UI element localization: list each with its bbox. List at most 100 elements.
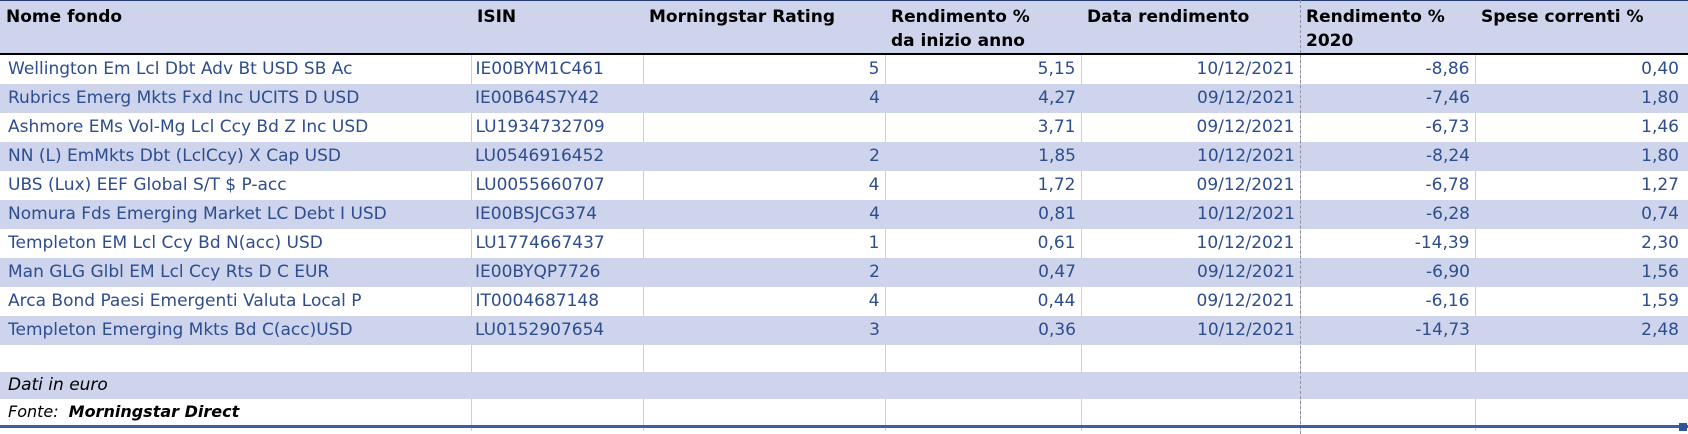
cell-return-2020[interactable]: -6,73	[1300, 113, 1476, 142]
cell-ytd-return[interactable]: 0,36	[885, 316, 1081, 345]
cell-isin[interactable]: IT0004687148	[471, 287, 644, 316]
cell-isin[interactable]: LU0055660707	[471, 171, 644, 200]
cell-return-date[interactable]: 09/12/2021	[1081, 113, 1301, 142]
cell-return-date[interactable]: 09/12/2021	[1081, 171, 1301, 200]
cell-ytd-return[interactable]: 0,61	[885, 229, 1082, 258]
empty-cell[interactable]	[885, 425, 1082, 431]
empty-cell[interactable]	[643, 345, 886, 372]
cell-rating[interactable]: 4	[643, 200, 885, 229]
cell-isin[interactable]: LU1934732709	[471, 113, 644, 142]
empty-cell[interactable]	[885, 345, 1082, 372]
cell-rating[interactable]: 2	[643, 142, 885, 171]
cell-return-2020[interactable]: -6,28	[1300, 200, 1475, 229]
cell-rating[interactable]: 1	[643, 229, 886, 258]
cell-return-2020[interactable]: -8,86	[1300, 54, 1476, 84]
cell-isin[interactable]: LU0546916452	[471, 142, 643, 171]
cell-return-date[interactable]: 10/12/2021	[1081, 316, 1300, 345]
cell-return-2020[interactable]: -14,39	[1300, 229, 1476, 258]
cell-rating[interactable]: 4	[643, 287, 886, 316]
cell-isin[interactable]: LU1774667437	[471, 229, 644, 258]
empty-cell[interactable]	[1081, 425, 1301, 431]
cell-ytd-return[interactable]: 0,44	[885, 287, 1082, 316]
cell-return-date[interactable]: 10/12/2021	[1081, 54, 1301, 84]
bottom-strip-row	[0, 425, 1688, 431]
empty-cell[interactable]	[471, 345, 644, 372]
cell-ongoing-fees[interactable]: 1,27	[1641, 175, 1679, 195]
empty-cell[interactable]	[1300, 345, 1476, 372]
column-header-isin[interactable]: ISIN	[471, 0, 643, 55]
cell-fund-name[interactable]: Templeton EM Lcl Ccy Bd N(acc) USD	[0, 229, 472, 258]
empty-cell[interactable]	[885, 399, 1082, 425]
cell-fund-name[interactable]: Ashmore EMs Vol-Mg Lcl Ccy Bd Z Inc USD	[0, 113, 472, 142]
cell-return-date[interactable]: 10/12/2021	[1081, 200, 1300, 229]
cell-rating[interactable]: 5	[643, 54, 886, 84]
cell-ytd-return[interactable]: 0,81	[885, 200, 1081, 229]
cell-ytd-return[interactable]: 1,72	[885, 171, 1082, 200]
column-header-name[interactable]: Nome fondo	[0, 0, 471, 55]
empty-cell[interactable]	[1300, 399, 1476, 425]
cell-isin[interactable]: IE00BYQP7726	[471, 258, 643, 287]
cell-isin[interactable]: IE00BSJCG374	[471, 200, 643, 229]
fill-handle[interactable]	[1679, 423, 1687, 431]
cell-ongoing-fees[interactable]: 0,74	[1475, 200, 1688, 229]
cell-rating[interactable]: 3	[643, 316, 885, 345]
cell-ytd-return[interactable]: 3,71	[885, 113, 1082, 142]
cell-fund-name[interactable]: UBS (Lux) EEF Global S/T $ P-acc	[0, 171, 472, 200]
cell-fund-name[interactable]: Arca Bond Paesi Emergenti Valuta Local P	[0, 287, 472, 316]
cell-return-date[interactable]: 10/12/2021	[1081, 229, 1301, 258]
empty-cell[interactable]	[0, 425, 472, 431]
cell-ongoing-fees[interactable]: 0,40	[1641, 59, 1679, 79]
empty-cell[interactable]	[471, 399, 644, 425]
empty-cell[interactable]	[471, 425, 644, 431]
cell-ongoing-fees[interactable]: 2,48	[1475, 316, 1688, 345]
empty-cell[interactable]	[643, 425, 886, 431]
cell-rating[interactable]	[643, 113, 886, 142]
cell-rating[interactable]: 4	[643, 171, 886, 200]
empty-cell[interactable]	[1475, 399, 1688, 425]
cell-rating[interactable]: 4	[643, 84, 885, 113]
cell-ongoing-fees[interactable]: 1,56	[1475, 258, 1688, 287]
cell-ongoing-fees[interactable]: 1,46	[1641, 117, 1679, 137]
cell-return-date[interactable]: 09/12/2021	[1081, 287, 1301, 316]
cell-fund-name[interactable]: NN (L) EmMkts Dbt (LclCcy) X Cap USD	[0, 142, 471, 171]
cell-fund-name[interactable]: Wellington Em Lcl Dbt Adv Bt USD SB Ac	[0, 54, 472, 84]
cell-ytd-return[interactable]: 1,85	[885, 142, 1081, 171]
cell-fund-name[interactable]: Templeton Emerging Mkts Bd C(acc)USD	[0, 316, 471, 345]
column-header-r2020[interactable]: Rendimento % 2020	[1300, 0, 1475, 55]
empty-cell[interactable]	[1081, 345, 1301, 372]
cell-isin[interactable]: LU0152907654	[471, 316, 643, 345]
column-header-fees[interactable]: Spese correnti %	[1475, 0, 1688, 55]
cell-ongoing-fees[interactable]: 1,80	[1475, 84, 1688, 113]
cell-return-date[interactable]: 09/12/2021	[1081, 84, 1300, 113]
cell-return-2020[interactable]: -6,90	[1300, 258, 1475, 287]
empty-cell[interactable]	[0, 345, 472, 372]
cell-rating[interactable]: 2	[643, 258, 885, 287]
cell-fund-name[interactable]: Rubrics Emerg Mkts Fxd Inc UCITS D USD	[0, 84, 471, 113]
column-header-rating[interactable]: Morningstar Rating	[643, 0, 885, 55]
cell-ongoing-fees[interactable]: 1,80	[1475, 142, 1688, 171]
cell-fund-name[interactable]: Man GLG Glbl EM Lcl Ccy Rts D C EUR	[0, 258, 471, 287]
cell-ongoing-fees[interactable]: 2,30	[1641, 233, 1679, 253]
empty-cell[interactable]	[1081, 399, 1301, 425]
column-header-date[interactable]: Data rendimento	[1081, 0, 1300, 55]
cell-return-2020[interactable]: -6,16	[1300, 287, 1476, 316]
source-cell[interactable]: Fonte: Morningstar Direct	[0, 399, 472, 425]
cell-isin[interactable]: IE00B64S7Y42	[471, 84, 643, 113]
cell-ytd-return[interactable]: 5,15	[885, 54, 1082, 84]
cell-return-date[interactable]: 09/12/2021	[1081, 258, 1300, 287]
note-dati-in-euro[interactable]: Dati in euro	[0, 372, 1688, 399]
empty-cell[interactable]	[643, 399, 886, 425]
column-header-ytd[interactable]: Rendimento % da inizio anno	[885, 0, 1081, 55]
cell-return-date[interactable]: 10/12/2021	[1081, 142, 1300, 171]
cell-return-2020[interactable]: -8,24	[1300, 142, 1475, 171]
empty-cell[interactable]	[1300, 425, 1476, 431]
cell-return-2020[interactable]: -14,73	[1300, 316, 1475, 345]
cell-fund-name[interactable]: Nomura Fds Emerging Market LC Debt I USD	[0, 200, 471, 229]
empty-cell[interactable]	[1475, 345, 1688, 372]
cell-ongoing-fees[interactable]: 1,59	[1641, 291, 1679, 311]
cell-ytd-return[interactable]: 4,27	[885, 84, 1081, 113]
cell-isin[interactable]: IE00BYM1C461	[471, 54, 644, 84]
cell-ytd-return[interactable]: 0,47	[885, 258, 1081, 287]
cell-return-2020[interactable]: -6,78	[1300, 171, 1476, 200]
cell-return-2020[interactable]: -7,46	[1300, 84, 1475, 113]
